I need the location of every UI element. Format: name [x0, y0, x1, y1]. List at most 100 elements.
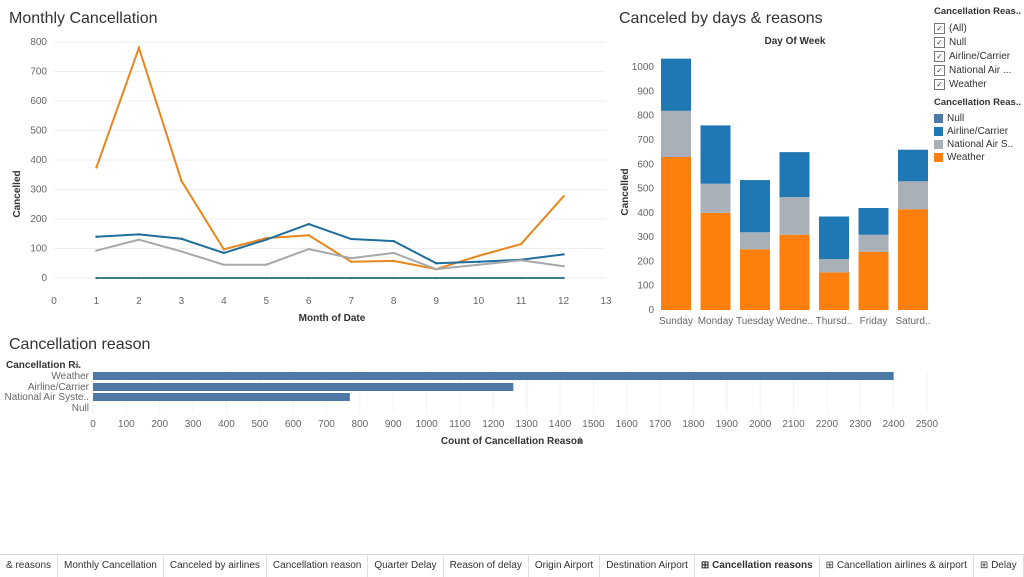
filter-option[interactable]: ✓Airline/Carrier	[934, 49, 1022, 63]
stacked-bar-segment[interactable]	[701, 125, 731, 183]
data-point[interactable]	[308, 234, 310, 236]
stacked-bar-segment[interactable]	[661, 111, 691, 157]
legend-item[interactable]: Airline/Carrier	[934, 125, 1022, 138]
data-point[interactable]	[477, 264, 479, 266]
data-point[interactable]	[435, 262, 437, 264]
data-point[interactable]	[95, 277, 97, 279]
data-point[interactable]	[180, 238, 182, 240]
data-point[interactable]	[138, 47, 140, 49]
checkbox-icon[interactable]: ✓	[934, 23, 945, 34]
data-point[interactable]	[308, 277, 310, 279]
data-point[interactable]	[138, 277, 140, 279]
filter-option[interactable]: ✓National Air ...	[934, 63, 1022, 77]
legend-item[interactable]: Null	[934, 112, 1022, 125]
stacked-bar-segment[interactable]	[898, 150, 928, 182]
series-line[interactable]	[96, 240, 563, 270]
sort-icon[interactable]: ⯯	[577, 436, 583, 447]
filter-option[interactable]: ✓Null	[934, 35, 1022, 49]
data-point[interactable]	[392, 260, 394, 262]
data-point[interactable]	[350, 261, 352, 263]
stacked-bar-segment[interactable]	[859, 208, 889, 235]
legend-item[interactable]: National Air S..	[934, 138, 1022, 151]
sheet-tab[interactable]: Reason of delay	[444, 555, 529, 577]
stacked-bar-segment[interactable]	[780, 235, 810, 310]
data-point[interactable]	[520, 259, 522, 261]
filter-option[interactable]: ✓Weather	[934, 77, 1022, 91]
series-line[interactable]	[96, 48, 563, 269]
data-point[interactable]	[350, 277, 352, 279]
reason-bar[interactable]	[93, 383, 513, 391]
data-point[interactable]	[180, 250, 182, 252]
stacked-bar-segment[interactable]	[740, 249, 770, 310]
sort-icon[interactable]: ⯯	[74, 360, 80, 371]
legend-item[interactable]: Weather	[934, 151, 1022, 164]
data-point[interactable]	[477, 277, 479, 279]
checkbox-icon[interactable]: ✓	[934, 65, 945, 76]
data-point[interactable]	[223, 264, 225, 266]
data-point[interactable]	[562, 265, 564, 267]
sheet-tab[interactable]: ⊞ Cancellation reasons	[695, 555, 820, 577]
data-point[interactable]	[520, 277, 522, 279]
data-point[interactable]	[180, 179, 182, 181]
sheet-tab[interactable]: Origin Airport	[529, 555, 600, 577]
data-point[interactable]	[308, 223, 310, 225]
stacked-bar-segment[interactable]	[898, 181, 928, 209]
bar-chart[interactable]: Cancellation R.. ⯯ WeatherAirline/Carrie…	[0, 355, 1024, 450]
sheet-tab[interactable]: Canceled by airlines	[164, 555, 267, 577]
stacked-bar-segment[interactable]	[859, 252, 889, 310]
data-point[interactable]	[562, 277, 564, 279]
sheet-tab[interactable]: ⊞ Cancellation airlines & airport	[820, 555, 974, 577]
checkbox-icon[interactable]: ✓	[934, 37, 945, 48]
stacked-bar-segment[interactable]	[819, 272, 849, 310]
stacked-bar-segment[interactable]	[898, 209, 928, 310]
stacked-bar-segment[interactable]	[661, 59, 691, 111]
data-point[interactable]	[223, 248, 225, 250]
data-point[interactable]	[392, 240, 394, 242]
data-point[interactable]	[392, 277, 394, 279]
stacked-bar-segment[interactable]	[701, 213, 731, 310]
data-point[interactable]	[435, 277, 437, 279]
stacked-bar-segment[interactable]	[740, 180, 770, 232]
stacked-bar-segment[interactable]	[819, 217, 849, 260]
filter-option[interactable]: ✓(All)	[934, 21, 1022, 35]
data-point[interactable]	[350, 257, 352, 259]
data-point[interactable]	[308, 248, 310, 250]
data-point[interactable]	[95, 236, 97, 238]
series-line[interactable]	[96, 224, 563, 263]
data-point[interactable]	[180, 277, 182, 279]
data-point[interactable]	[350, 238, 352, 240]
data-point[interactable]	[223, 277, 225, 279]
data-point[interactable]	[138, 233, 140, 235]
stacked-bar-segment[interactable]	[701, 184, 731, 213]
checkbox-icon[interactable]: ✓	[934, 51, 945, 62]
data-point[interactable]	[95, 249, 97, 251]
reason-bar[interactable]	[93, 372, 894, 380]
stacked-chart[interactable]: Day Of Week 0100200300400500600700800900…	[615, 30, 935, 330]
data-point[interactable]	[95, 166, 97, 168]
data-point[interactable]	[562, 195, 564, 197]
data-point[interactable]	[435, 268, 437, 270]
data-point[interactable]	[265, 277, 267, 279]
sheet-tab[interactable]: Cancellation reason	[267, 555, 368, 577]
data-point[interactable]	[138, 238, 140, 240]
data-point[interactable]	[223, 252, 225, 254]
sheet-tab[interactable]: & reasons	[0, 555, 58, 577]
stacked-bar-segment[interactable]	[661, 157, 691, 310]
reason-bar[interactable]	[93, 393, 350, 401]
stacked-bar-segment[interactable]	[780, 152, 810, 197]
data-point[interactable]	[265, 264, 267, 266]
data-point[interactable]	[477, 255, 479, 257]
stacked-bar-segment[interactable]	[859, 235, 889, 252]
data-point[interactable]	[562, 253, 564, 255]
stacked-bar-segment[interactable]	[740, 232, 770, 249]
checkbox-icon[interactable]: ✓	[934, 79, 945, 90]
sheet-tab[interactable]: Monthly Cancellation	[58, 555, 164, 577]
stacked-bar-segment[interactable]	[819, 259, 849, 272]
sheet-tab[interactable]: Quarter Delay	[368, 555, 443, 577]
data-point[interactable]	[392, 252, 394, 254]
data-point[interactable]	[520, 243, 522, 245]
data-point[interactable]	[477, 261, 479, 263]
sheet-tab[interactable]: Destination Airport	[600, 555, 695, 577]
data-point[interactable]	[265, 238, 267, 240]
